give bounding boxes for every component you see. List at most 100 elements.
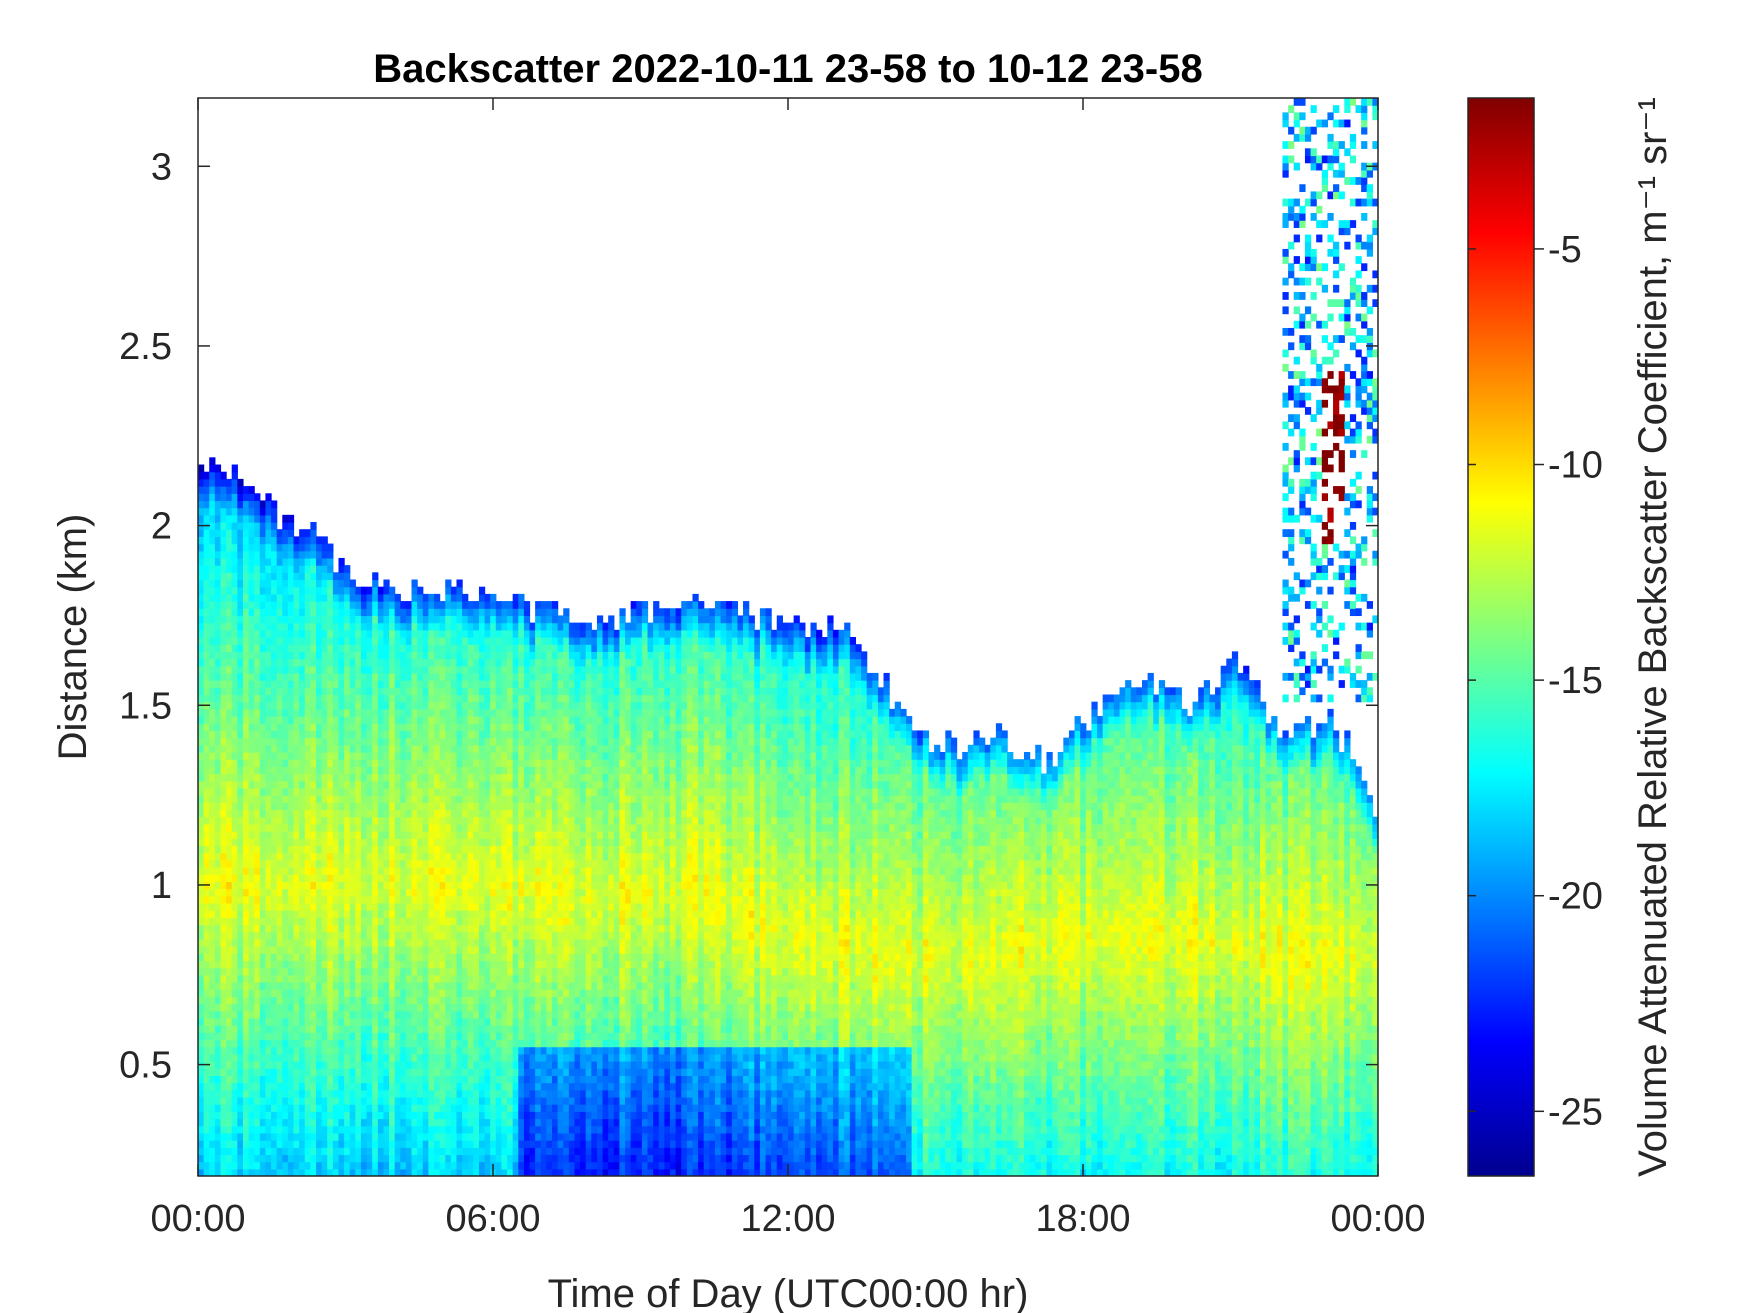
heatmap-cell: [265, 1053, 272, 1062]
heatmap-cell: [254, 579, 261, 588]
heatmap-cell: [417, 1061, 424, 1069]
heatmap-cell: [495, 1075, 503, 1084]
heatmap-cell: [377, 615, 385, 624]
heatmap-cell: [411, 787, 418, 796]
heatmap-cell: [214, 500, 222, 509]
heatmap-cell: [316, 737, 323, 746]
heatmap-cell: [405, 1025, 413, 1033]
heatmap-cell: [254, 1032, 261, 1041]
heatmap-cell: [405, 1147, 413, 1156]
heatmap-cell: [248, 723, 255, 732]
heatmap-cell: [327, 716, 334, 724]
heatmap-cell: [467, 608, 474, 617]
heatmap-cell: [231, 1032, 238, 1041]
heatmap-cell: [467, 931, 474, 940]
heatmap-cell: [360, 996, 368, 1005]
heatmap-cell: [254, 874, 261, 882]
heatmap-cell: [316, 1046, 323, 1055]
heatmap-cell: [344, 1096, 351, 1105]
heatmap-cell: [209, 902, 216, 911]
heatmap-cell: [310, 773, 317, 782]
heatmap-cell: [355, 852, 362, 861]
heatmap-cell: [490, 1154, 497, 1163]
heatmap-cell: [456, 737, 463, 746]
heatmap-cell: [254, 967, 261, 976]
heatmap-cell: [501, 1147, 508, 1156]
heatmap-cell: [321, 946, 328, 954]
heatmap-cell: [344, 931, 351, 940]
heatmap-cell: [338, 852, 345, 861]
heatmap-cell: [237, 989, 244, 997]
heatmap-cell: [259, 838, 267, 847]
heatmap-cell: [293, 565, 300, 573]
heatmap-cell: [237, 622, 244, 631]
heatmap-cell: [360, 809, 368, 818]
heatmap-cell: [338, 601, 345, 609]
heatmap-cell: [450, 989, 458, 997]
heatmap-cell: [377, 694, 385, 703]
heatmap-cell: [304, 759, 311, 767]
heatmap-cell: [501, 895, 508, 904]
heatmap-cell: [237, 658, 244, 667]
heatmap-cell: [394, 938, 401, 947]
heatmap-cell: [366, 931, 373, 940]
heatmap-cell: [400, 852, 407, 861]
heatmap-cell: [450, 910, 458, 918]
heatmap-cell: [338, 902, 345, 911]
heatmap-cell: [411, 852, 418, 861]
heatmap-cell: [501, 622, 508, 631]
heatmap-cell: [445, 1161, 452, 1170]
heatmap-cell: [439, 1168, 446, 1176]
heatmap-cell: [355, 831, 362, 839]
heatmap-cell: [377, 1096, 385, 1105]
heatmap-cell: [242, 586, 250, 595]
heatmap-cell: [434, 1061, 441, 1069]
heatmap-cell: [462, 823, 469, 832]
heatmap-cell: [203, 773, 210, 782]
heatmap-cell: [293, 953, 300, 961]
heatmap-cell: [372, 665, 379, 674]
heatmap-cell: [400, 744, 407, 753]
heatmap-cell: [214, 823, 222, 832]
heatmap-cell: [265, 1125, 272, 1134]
heatmap-cell: [417, 895, 424, 904]
heatmap-cell: [327, 1096, 334, 1105]
heatmap-cell: [428, 1046, 435, 1055]
heatmap-cell: [445, 1039, 452, 1048]
heatmap-cell: [299, 701, 306, 710]
heatmap-cell: [259, 1089, 267, 1098]
heatmap-cell: [360, 917, 368, 926]
heatmap-cell: [248, 1003, 255, 1012]
heatmap-cell: [321, 1132, 328, 1141]
heatmap-cell: [259, 888, 267, 897]
heatmap-cell: [203, 823, 210, 832]
heatmap-cell: [276, 737, 283, 746]
heatmap-cell: [198, 708, 205, 717]
heatmap-cell: [478, 622, 486, 631]
heatmap-cell: [304, 1075, 311, 1084]
heatmap-cell: [450, 651, 458, 660]
heatmap-cell: [417, 931, 424, 940]
heatmap-cell: [411, 665, 418, 674]
heatmap-cell: [259, 1082, 267, 1091]
heatmap-cell: [422, 917, 429, 926]
heatmap-cell: [203, 629, 210, 638]
heatmap-cell: [434, 831, 441, 839]
heatmap-cell: [299, 637, 306, 645]
heatmap-cell: [462, 910, 469, 918]
heatmap-cell: [490, 1132, 497, 1141]
heatmap-cell: [366, 838, 373, 847]
heatmap-cell: [478, 1082, 486, 1091]
heatmap-cell: [501, 1053, 508, 1062]
heatmap-cell: [220, 1017, 227, 1026]
heatmap-cell: [383, 586, 390, 595]
heatmap-cell: [304, 1104, 311, 1112]
heatmap-cell: [467, 1104, 474, 1112]
heatmap-cell: [237, 565, 244, 573]
heatmap-cell: [203, 1125, 210, 1134]
heatmap-cell: [456, 637, 463, 645]
heatmap-cell: [248, 1118, 255, 1127]
heatmap-cell: [518, 960, 525, 969]
heatmap-cell: [518, 967, 525, 976]
heatmap-cell: [220, 601, 227, 609]
